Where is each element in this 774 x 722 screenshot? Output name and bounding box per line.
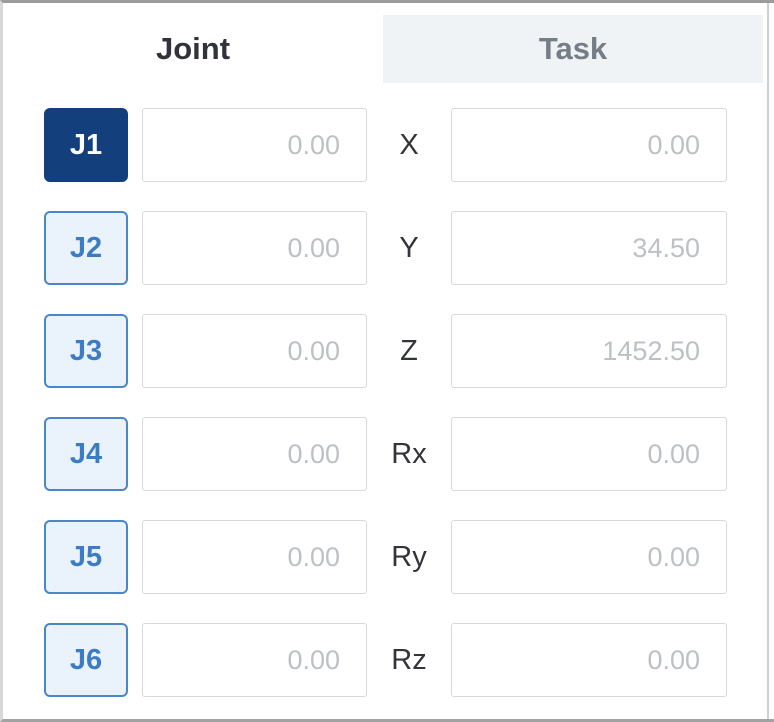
task-axis-label-z: Z xyxy=(400,334,418,367)
joint-button-j6[interactable]: J6 xyxy=(44,623,128,697)
task-z-value-input[interactable] xyxy=(451,314,727,388)
joint-button-j3[interactable]: J3 xyxy=(44,314,128,388)
task-axis-label-ry: Ry xyxy=(391,540,427,573)
jog-row-3: J3 Z xyxy=(44,314,774,388)
joint-j4-value-input[interactable] xyxy=(142,417,367,491)
joint-j6-value-input[interactable] xyxy=(142,623,367,697)
joint-button-j1[interactable]: J1 xyxy=(44,108,128,182)
jog-rows: J1 X J2 Y J3 Z J4 Rx J5 Ry xyxy=(44,108,774,697)
jog-row-6: J6 Rz xyxy=(44,623,774,697)
jog-mode-tabs: Joint Task xyxy=(3,15,763,83)
task-axis-label-y: Y xyxy=(399,231,419,264)
joint-j5-value-input[interactable] xyxy=(142,520,367,594)
tab-joint[interactable]: Joint xyxy=(3,15,383,83)
task-axis-label-rx: Rx xyxy=(391,437,427,470)
joint-j3-value-input[interactable] xyxy=(142,314,367,388)
jog-row-4: J4 Rx xyxy=(44,417,774,491)
joint-j1-value-input[interactable] xyxy=(142,108,367,182)
task-rz-value-input[interactable] xyxy=(451,623,727,697)
panel-right-frame-line xyxy=(767,3,769,719)
task-x-value-input[interactable] xyxy=(451,108,727,182)
joint-j2-value-input[interactable] xyxy=(142,211,367,285)
task-ry-value-input[interactable] xyxy=(451,520,727,594)
tab-task[interactable]: Task xyxy=(383,15,763,83)
task-axis-label-x: X xyxy=(399,128,419,161)
task-axis-label-rz: Rz xyxy=(391,643,427,676)
joint-button-j5[interactable]: J5 xyxy=(44,520,128,594)
jog-row-1: J1 X xyxy=(44,108,774,182)
joint-button-j4[interactable]: J4 xyxy=(44,417,128,491)
jog-row-5: J5 Ry xyxy=(44,520,774,594)
task-rx-value-input[interactable] xyxy=(451,417,727,491)
jog-row-2: J2 Y xyxy=(44,211,774,285)
task-y-value-input[interactable] xyxy=(451,211,727,285)
joint-button-j2[interactable]: J2 xyxy=(44,211,128,285)
